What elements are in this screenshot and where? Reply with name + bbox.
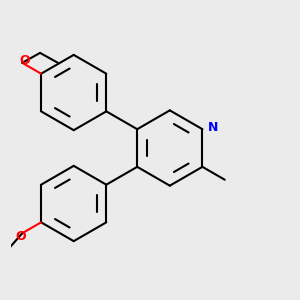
Text: O: O [19,54,29,67]
Text: O: O [15,230,26,243]
Text: N: N [208,121,219,134]
